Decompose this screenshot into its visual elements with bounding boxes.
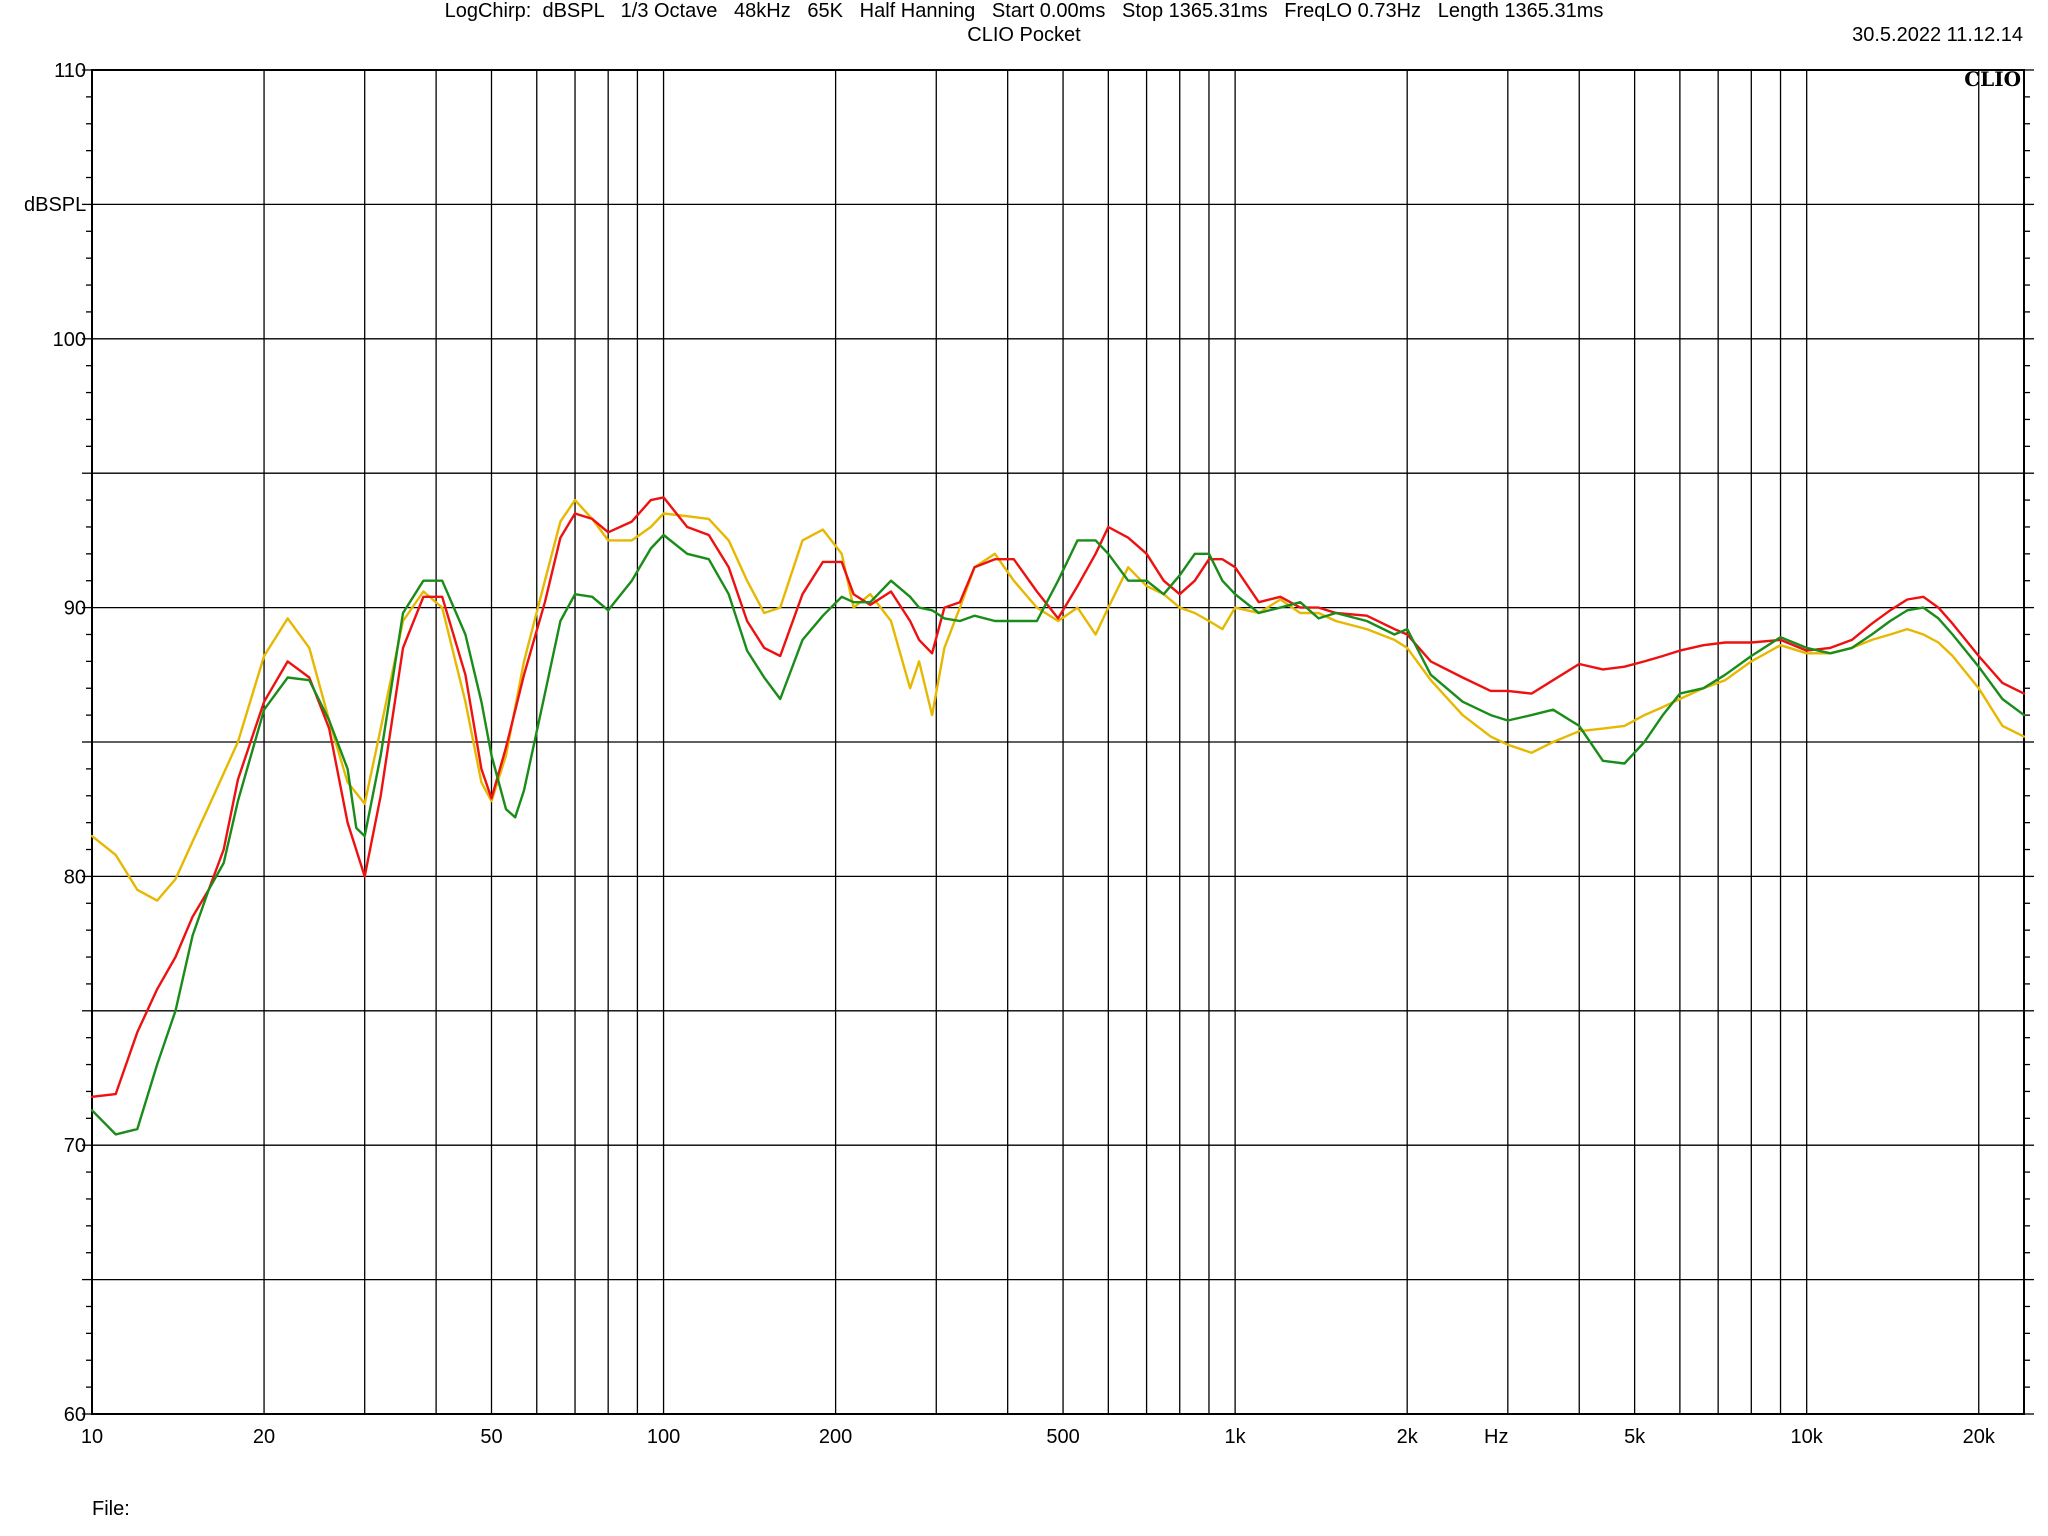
- y-tick-label: 80: [64, 866, 86, 888]
- x-tick-label: 200: [819, 1426, 852, 1448]
- x-tick-label: 2k: [1397, 1426, 1419, 1448]
- y-tick-label: 110: [54, 60, 86, 82]
- file-label: File:: [92, 1498, 130, 1520]
- series-line-3: [90, 533, 2026, 1136]
- series-layer: [90, 496, 2026, 1136]
- y-tick-label: 70: [64, 1135, 86, 1157]
- chart-title: CLIO Pocket: [967, 24, 1081, 46]
- y-tick-label: 60: [64, 1404, 86, 1426]
- chart-grid: [92, 70, 2024, 1414]
- x-axis-label: Hz: [1484, 1426, 1508, 1448]
- x-tick-label: 10k: [1791, 1426, 1824, 1448]
- timestamp: 30.5.2022 11.12.14: [1852, 24, 2023, 46]
- measurement-settings: LogChirp: dBSPL 1/3 Octave 48kHz 65K Hal…: [444, 0, 1604, 22]
- clio-brand-logo: CLIO: [1964, 67, 2021, 91]
- y-tick-label: 100: [53, 329, 86, 351]
- x-tick-label: 50: [480, 1426, 502, 1448]
- series-line-1: [90, 498, 2026, 902]
- x-tick-label: 20k: [1963, 1426, 1996, 1448]
- x-tick-label: 1k: [1225, 1426, 1247, 1448]
- x-tick-label: 100: [647, 1426, 680, 1448]
- x-tick-label: 500: [1046, 1426, 1079, 1448]
- chart-ticks: 60 70 80 90 100 110 10 20 50 100 200 500 1k 2k 5k 10k 20…: [53, 60, 2034, 1448]
- x-tick-label: 5k: [1624, 1426, 1646, 1448]
- y-tick-label: 90: [64, 598, 86, 620]
- y-axis-label: dBSPL: [24, 194, 86, 216]
- x-tick-label: 20: [253, 1426, 275, 1448]
- x-tick-label: 10: [81, 1426, 103, 1448]
- series-line-2: [90, 496, 2026, 1098]
